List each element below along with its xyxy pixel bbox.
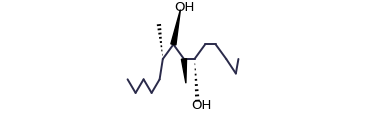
Polygon shape [171, 10, 180, 45]
Text: OH: OH [191, 99, 211, 112]
Polygon shape [182, 59, 187, 83]
Text: OH: OH [174, 1, 194, 14]
